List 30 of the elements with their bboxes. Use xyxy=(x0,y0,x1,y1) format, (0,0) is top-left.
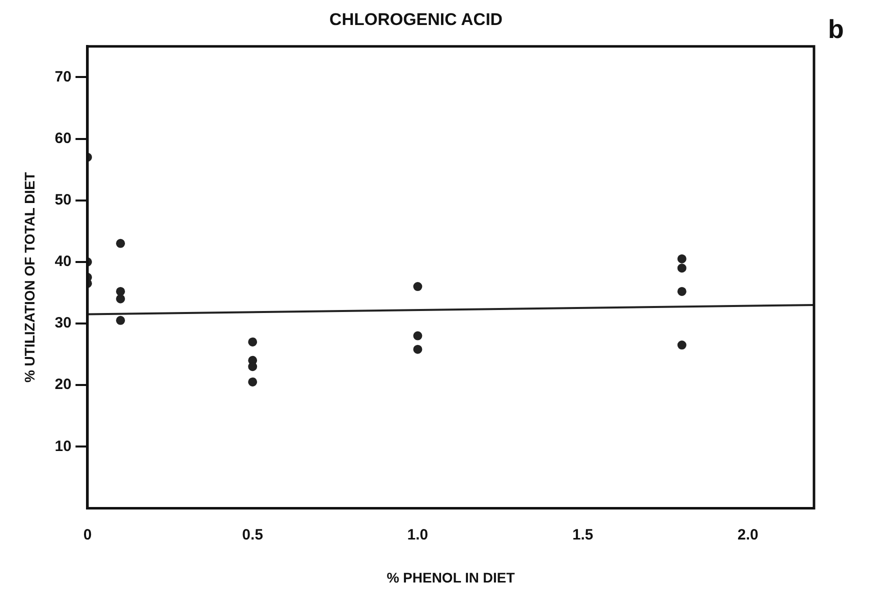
point xyxy=(413,282,422,292)
y-tick-label: 40 xyxy=(54,253,72,270)
point xyxy=(116,294,126,304)
point xyxy=(677,286,686,296)
chart-title: CHLOROGENIC ACID xyxy=(329,10,503,29)
y-axis-title: % UTILIZATION OF TOTAL DIET xyxy=(21,172,38,383)
text: b xyxy=(828,14,844,44)
y-tick-label: 60 xyxy=(54,130,72,147)
point xyxy=(413,344,422,354)
point xyxy=(116,238,126,248)
point xyxy=(248,377,258,386)
x-tick-label: 0.5 xyxy=(242,526,264,544)
x-tick-label: 1.0 xyxy=(407,526,428,544)
point xyxy=(413,331,422,340)
point xyxy=(248,362,258,372)
point xyxy=(677,264,686,273)
point xyxy=(116,316,126,325)
y-tick-label: 10 xyxy=(54,438,72,455)
point xyxy=(248,337,258,346)
x-tick-label: 0 xyxy=(83,526,92,544)
point xyxy=(116,286,126,296)
x-tick-label: 1.5 xyxy=(572,526,594,544)
y-tick-label: 30 xyxy=(54,314,72,332)
x-tick-label: 2.0 xyxy=(738,526,758,544)
y-tick-label: 70 xyxy=(54,68,72,86)
x-axis-title: % PHENOL IN DIET xyxy=(386,569,516,586)
point xyxy=(677,340,686,350)
point xyxy=(677,254,686,264)
y-tick-label: 20 xyxy=(54,376,72,394)
y-tick-label: 50 xyxy=(54,191,72,208)
